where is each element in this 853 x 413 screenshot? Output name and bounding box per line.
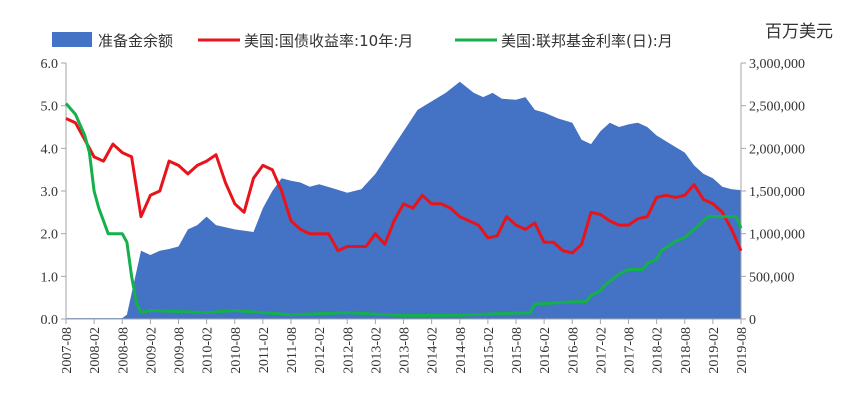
left-tick-label: 4.0: [41, 142, 59, 157]
reserve-series: [66, 81, 741, 319]
x-tick-label: 2016-08: [566, 327, 581, 374]
left-tick-label: 6.0: [41, 57, 59, 72]
x-tick-label: 2018-08: [679, 327, 694, 374]
x-tick-label: 2009-02: [144, 327, 159, 374]
x-tick-label: 2019-02: [707, 327, 722, 374]
left-axis-ticks: 0.0 1.0 2.0 3.0 4.0 5.0 6.0: [41, 57, 66, 328]
left-tick-label: 3.0: [41, 185, 59, 200]
right-tick-label: 500,000: [749, 270, 795, 285]
x-tick-label: 2012-02: [313, 327, 328, 374]
x-tick-label: 2017-02: [594, 327, 609, 374]
x-tick-label: 2008-02: [88, 327, 103, 374]
x-tick-label: 2007-08: [60, 327, 75, 374]
right-tick-label: 2,000,000: [749, 142, 805, 157]
legend-label-ffr: 美国:联邦基金利率(日):月: [501, 32, 673, 50]
x-tick-label: 2011-08: [285, 327, 300, 373]
x-tick-label: 2019-08: [735, 327, 750, 374]
x-tick-label: 2014-02: [426, 327, 441, 374]
t10-line: [65, 117, 743, 255]
right-tick-label: 0: [749, 313, 756, 328]
x-tick-label: 2011-02: [257, 327, 272, 373]
x-tick-label: 2013-02: [369, 327, 384, 374]
x-tick-label: 2015-02: [482, 327, 497, 374]
left-tick-label: 1.0: [41, 270, 59, 285]
left-tick-label: 5.0: [41, 100, 59, 115]
right-axis-unit: 百万美元: [765, 22, 833, 42]
right-tick-label: 1,500,000: [749, 185, 805, 200]
legend-swatch-reserve: [52, 32, 92, 47]
x-tick-label: 2018-02: [651, 327, 666, 374]
legend-label-reserve: 准备金余额: [98, 32, 173, 50]
right-tick-label: 1,000,000: [749, 228, 805, 243]
line-series: [64, 102, 743, 318]
right-tick-label: 3,000,000: [749, 57, 805, 72]
left-tick-label: 0.0: [41, 313, 59, 328]
x-tick-label: 2009-08: [173, 327, 188, 374]
x-tick-label: 2010-08: [229, 327, 244, 374]
legend: 准备金余额 美国:国债收益率:10年:月 美国:联邦基金利率(日):月: [52, 32, 673, 50]
x-axis-ticks: 2007-08 2008-02 2008-08 2009-02 2009-08 2010-…: [60, 319, 750, 374]
x-tick-label: 2015-08: [510, 327, 525, 374]
ffr-line: [64, 102, 743, 318]
x-tick-label: 2010-02: [201, 327, 216, 374]
x-tick-label: 2014-08: [454, 327, 469, 374]
x-tick-label: 2008-08: [116, 327, 131, 374]
legend-label-t10: 美国:国债收益率:10年:月: [244, 32, 413, 50]
x-tick-label: 2013-08: [398, 327, 413, 374]
reserve-area: [66, 81, 741, 319]
left-tick-label: 2.0: [41, 228, 59, 243]
right-tick-label: 2,500,000: [749, 100, 805, 115]
right-axis-ticks: 0 500,000 1,000,000 1,500,000 2,000,000 2,500…: [741, 57, 805, 328]
x-tick-label: 2016-02: [538, 327, 553, 374]
x-tick-label: 2012-08: [341, 327, 356, 374]
x-tick-label: 2017-08: [623, 327, 638, 374]
